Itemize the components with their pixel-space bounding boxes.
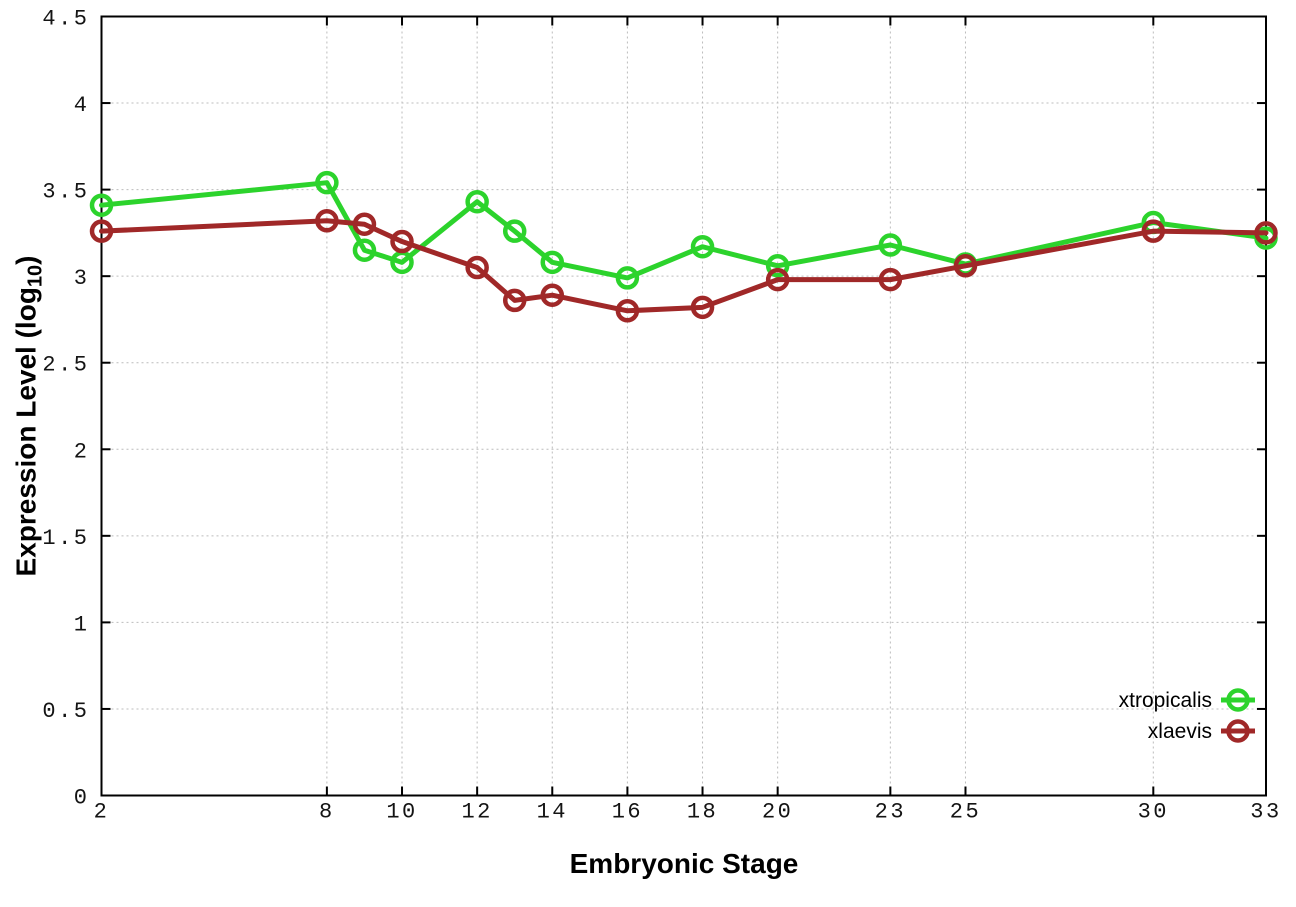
data-point-xtropicalis	[89, 193, 114, 217]
data-point-xlaevis	[89, 219, 114, 243]
x-tick-label: 12	[461, 800, 492, 825]
y-tick-label: 4.5	[42, 7, 89, 32]
data-point-xtropicalis	[540, 250, 565, 275]
y-tick-label: 4	[74, 93, 90, 118]
x-tick-label: 33	[1250, 800, 1281, 825]
x-tick-label: 2	[94, 800, 110, 825]
data-point-xlaevis	[352, 212, 377, 236]
data-point-xlaevis	[390, 229, 414, 254]
legend-marker-xlaevis	[1226, 719, 1250, 743]
data-point-xtropicalis	[615, 266, 640, 290]
data-point-xlaevis	[953, 254, 978, 278]
legend-label-xlaevis: xlaevis	[1148, 720, 1212, 743]
data-point-xtropicalis	[878, 233, 903, 257]
y-tick-label: 2	[74, 439, 90, 464]
data-point-xtropicalis	[765, 254, 790, 278]
x-tick-label: 23	[875, 800, 906, 825]
y-tick-label: 1.5	[42, 526, 89, 551]
data-point-xlaevis	[878, 267, 903, 292]
x-tick-label: 10	[386, 800, 417, 825]
data-point-xlaevis	[690, 295, 715, 320]
y-axis-title-close: )	[10, 255, 42, 265]
data-point-xtropicalis	[352, 238, 377, 262]
x-tick-label: 20	[762, 800, 793, 825]
y-tick-label: 0	[74, 786, 90, 811]
x-tick-label: 14	[537, 800, 568, 825]
x-tick-label: 25	[950, 800, 981, 825]
y-tick-label: 0.5	[42, 699, 89, 724]
y-axis-title-subscript: 10	[24, 264, 47, 288]
data-point-xlaevis	[1254, 221, 1278, 245]
x-axis-title: Embryonic Stage	[569, 848, 799, 879]
y-tick-label: 3.5	[42, 180, 89, 205]
legend-label-xtropicalis: xtropicalis	[1119, 689, 1212, 712]
data-point-xlaevis	[315, 209, 339, 233]
x-tick-label: 8	[319, 800, 335, 825]
data-point-xlaevis	[465, 255, 489, 280]
series-line-xlaevis	[99, 218, 1269, 314]
data-point-xlaevis	[502, 288, 527, 313]
y-tick-label: 1	[74, 612, 90, 637]
y-tick-label: 3	[74, 266, 90, 291]
series-line-xtropicalis	[99, 180, 1269, 281]
data-point-xtropicalis	[690, 234, 715, 259]
data-point-xlaevis	[540, 283, 565, 307]
data-point-xlaevis	[615, 299, 640, 323]
data-point-xtropicalis	[315, 170, 339, 195]
legend-marker-xtropicalis	[1226, 688, 1250, 712]
plot-border	[100, 15, 1267, 797]
y-tick-label: 2.5	[42, 353, 89, 378]
y-axis-title: Expression Level (log10)	[11, 256, 48, 577]
data-point-xlaevis	[1141, 219, 1166, 243]
data-point-xtropicalis	[502, 219, 527, 243]
x-tick-label: 30	[1138, 800, 1169, 825]
x-tick-label: 18	[687, 800, 718, 825]
x-tick-label: 16	[612, 800, 643, 825]
y-axis-title-main: Expression Level (log	[10, 287, 42, 577]
data-point-xtropicalis	[465, 189, 489, 214]
data-point-xlaevis	[765, 267, 790, 292]
